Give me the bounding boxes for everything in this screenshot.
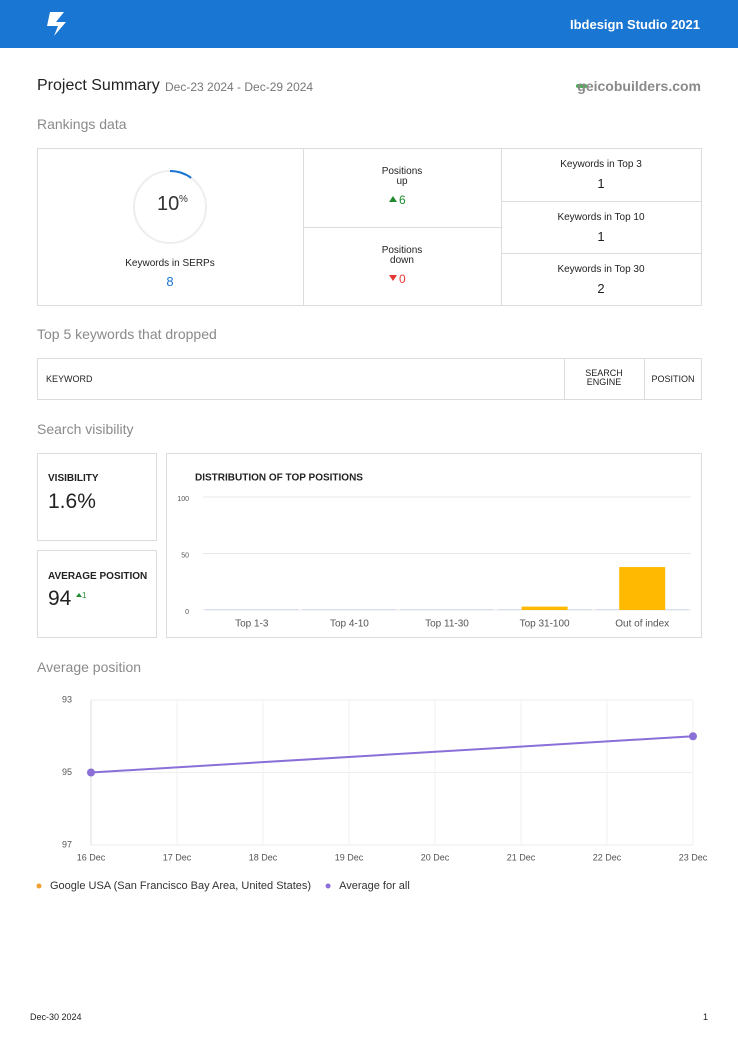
section-heading: Search visibility bbox=[37, 421, 134, 437]
y-tick-label: 50 bbox=[181, 552, 189, 559]
zero-bar bbox=[205, 609, 299, 610]
x-tick-label: 19 Dec bbox=[335, 852, 364, 862]
x-tick-label: Top 31-100 bbox=[520, 619, 570, 630]
divider bbox=[501, 253, 701, 254]
average-card bbox=[37, 550, 157, 638]
period: Dec-23 2024 - Dec-29 2024 bbox=[165, 80, 314, 94]
up-label: Positions up bbox=[381, 166, 423, 187]
x-tick-label: Top 11-30 bbox=[425, 619, 469, 630]
top-value: 1 bbox=[597, 229, 605, 244]
x-tick-label: 17 Dec bbox=[163, 852, 192, 862]
zero-bar bbox=[302, 609, 397, 610]
divider bbox=[644, 358, 645, 400]
x-tick-label: Top 4-10 bbox=[330, 619, 369, 630]
x-tick-label: Top 1-3 bbox=[235, 619, 269, 630]
visibility-card bbox=[37, 453, 157, 541]
top-label: Keywords in Top 3 bbox=[560, 159, 642, 170]
card-value: 1.6% bbox=[48, 490, 96, 513]
y-tick-label: 93 bbox=[62, 694, 72, 704]
column-header: POSITION bbox=[651, 374, 695, 384]
down-label: Positions down bbox=[381, 245, 423, 266]
point bbox=[87, 768, 95, 777]
up-value: 6 bbox=[399, 193, 406, 207]
section-heading: Top 5 keywords that dropped bbox=[37, 326, 217, 342]
x-tick-label: Out of index bbox=[615, 619, 669, 630]
divider bbox=[501, 148, 502, 306]
change-value: 1 bbox=[82, 591, 87, 600]
serp-label: Keywords in SERPs bbox=[125, 258, 215, 269]
section-heading: Rankings data bbox=[37, 116, 127, 132]
domain-icon bbox=[576, 84, 587, 88]
dropped-table bbox=[37, 358, 702, 400]
x-tick-label: 16 Dec bbox=[77, 852, 106, 862]
gauge-arc bbox=[133, 170, 207, 244]
divider bbox=[501, 201, 701, 202]
column-header: KEYWORD bbox=[46, 374, 93, 384]
chart-title: DISTRIBUTION OF TOP POSITIONS bbox=[195, 473, 363, 484]
logo bbox=[47, 12, 66, 36]
y-tick-label: 97 bbox=[62, 839, 72, 849]
line bbox=[90, 735, 694, 774]
divider bbox=[564, 358, 565, 400]
gauge-track bbox=[133, 170, 207, 244]
down-value: 0 bbox=[399, 272, 406, 286]
rankings-box bbox=[37, 148, 702, 306]
bar bbox=[619, 567, 666, 610]
summary-title: Project Summary bbox=[37, 77, 160, 94]
top-label: Keywords in Top 10 bbox=[557, 212, 645, 223]
legend-dot bbox=[325, 883, 331, 889]
chart-card bbox=[166, 453, 702, 638]
brand: Ibdesign Studio 2021 bbox=[569, 17, 700, 32]
top-value: 2 bbox=[597, 281, 605, 296]
change-icon bbox=[76, 593, 82, 597]
point bbox=[689, 732, 697, 741]
footer-page: 1 bbox=[702, 1012, 708, 1022]
x-tick-label: 20 Dec bbox=[421, 852, 450, 862]
divider bbox=[303, 227, 501, 228]
card-value: 94 bbox=[48, 587, 72, 610]
domain: geicobuilders.com bbox=[577, 78, 701, 94]
header-bar bbox=[0, 0, 738, 48]
footer-date: Dec-30 2024 bbox=[30, 1012, 82, 1022]
up-icon bbox=[389, 196, 397, 202]
x-tick-label: 18 Dec bbox=[249, 852, 278, 862]
x-tick-label: 21 Dec bbox=[507, 852, 536, 862]
down-icon bbox=[389, 275, 397, 281]
card-label: AVERAGE POSITION bbox=[48, 571, 148, 582]
x-tick-label: 22 Dec bbox=[593, 852, 622, 862]
y-tick-label: 95 bbox=[62, 767, 72, 777]
serp-value: 8 bbox=[166, 274, 174, 289]
legend-label: Average for all bbox=[339, 880, 410, 892]
bar bbox=[521, 606, 568, 610]
zero-bar bbox=[400, 609, 494, 610]
y-tick-label: 0 bbox=[185, 609, 189, 616]
legend-dot bbox=[36, 883, 42, 889]
section-heading: Average position bbox=[37, 659, 142, 675]
top-label: Keywords in Top 30 bbox=[557, 264, 645, 275]
serp-unit: % bbox=[179, 194, 188, 205]
legend-label: Google USA (San Francisco Bay Area, Unit… bbox=[50, 880, 311, 892]
top-value: 1 bbox=[597, 176, 605, 191]
y-tick-label: 100 bbox=[177, 496, 189, 503]
serp-percent: 10 bbox=[157, 193, 180, 215]
column-header: SEARCH ENGINE bbox=[585, 368, 623, 387]
x-tick-label: 23 Dec bbox=[679, 852, 708, 862]
card-label: VISIBILITY bbox=[48, 473, 99, 484]
